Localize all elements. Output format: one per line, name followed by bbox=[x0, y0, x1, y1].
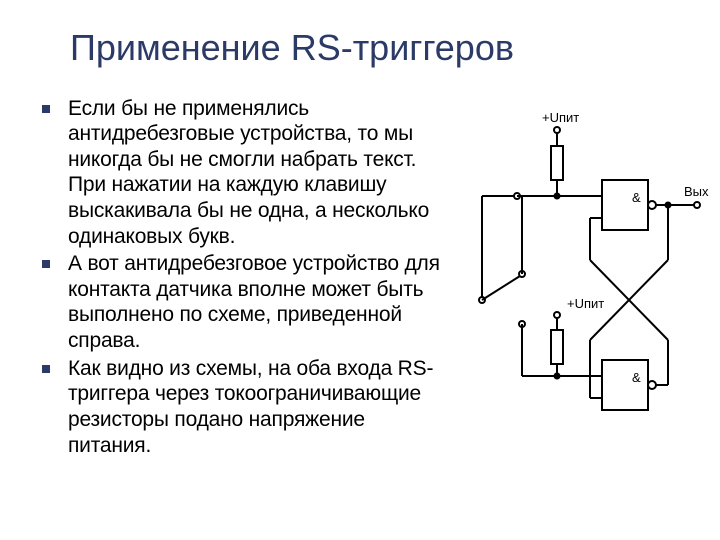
bullet-list: Если бы не применялись антидребезговые у… bbox=[40, 96, 440, 459]
resistor-bottom bbox=[551, 330, 563, 364]
list-item: Если бы не применялись антидребезговые у… bbox=[40, 96, 440, 250]
bullet-text: Как видно из схемы, на оба входа RS-триг… bbox=[68, 357, 433, 457]
bullet-text: Если бы не применялись антидребезговые у… bbox=[68, 97, 429, 248]
list-item: А вот антидребезговое устройство для кон… bbox=[40, 251, 440, 353]
bullet-list-container: Если бы не применялись антидребезговые у… bbox=[40, 96, 440, 461]
output-label: Вых bbox=[684, 184, 709, 199]
circuit-svg: +Uпит bbox=[472, 110, 712, 450]
bullet-text: А вот антидребезговое устройство для кон… bbox=[68, 252, 440, 352]
circuit-diagram: +Uпит bbox=[472, 110, 712, 450]
bullet-icon bbox=[42, 260, 50, 268]
and-gate-bottom bbox=[602, 360, 648, 410]
slide-title: Применение RS-триггеров bbox=[40, 28, 680, 68]
gate-symbol: & bbox=[632, 190, 641, 205]
resistor-top bbox=[551, 146, 563, 180]
gate-symbol: & bbox=[632, 370, 641, 385]
and-gate-top bbox=[602, 180, 648, 230]
bullet-icon bbox=[42, 105, 50, 113]
bullet-icon bbox=[42, 365, 50, 373]
list-item: Как видно из схемы, на оба входа RS-триг… bbox=[40, 356, 440, 458]
power-label-top: +Uпит bbox=[542, 110, 579, 125]
power-label-bottom: +Uпит bbox=[567, 296, 604, 311]
